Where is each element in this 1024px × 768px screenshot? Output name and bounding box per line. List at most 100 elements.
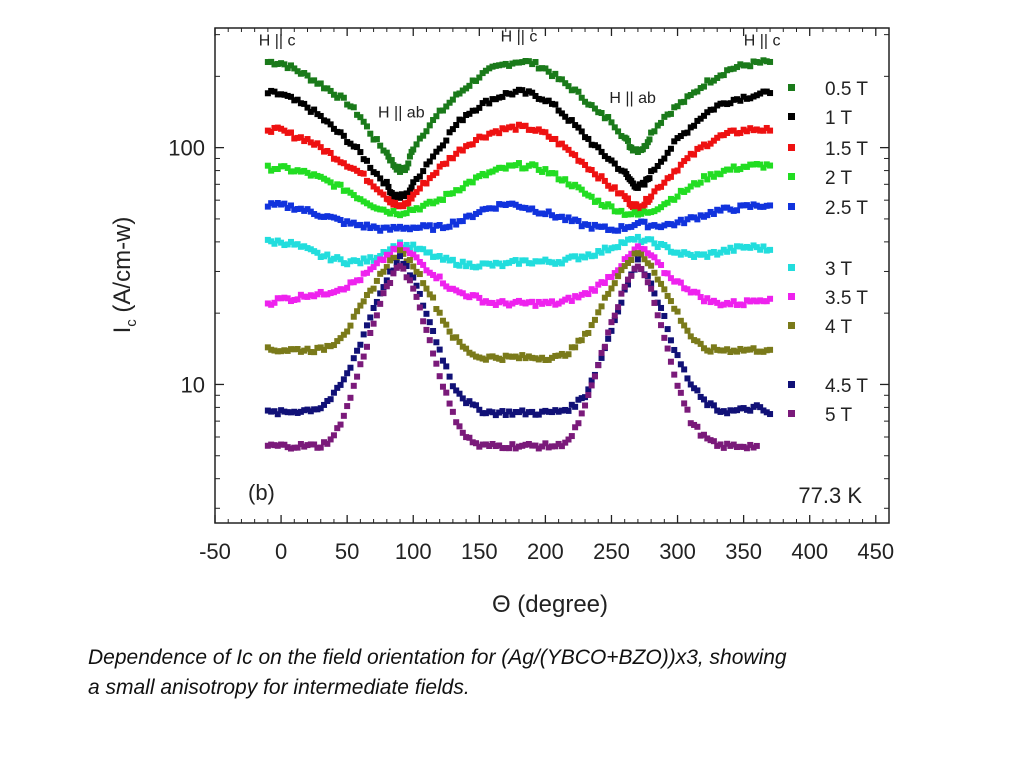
data-point [578,337,585,344]
data-point [575,337,582,344]
data-point [631,236,638,243]
data-point [436,373,443,380]
data-point [624,281,631,288]
data-point [395,163,402,170]
data-point [605,201,612,208]
data-point [700,431,707,438]
data-point [443,190,450,197]
data-point [525,260,532,267]
data-point [264,236,271,243]
data-point [704,109,711,116]
data-point [545,208,552,215]
data-point [354,167,361,174]
data-point [664,175,671,182]
data-point [595,175,602,182]
data-point [433,148,440,155]
data-point [509,300,516,307]
data-point [430,117,437,124]
data-point [565,214,572,221]
data-point [743,297,750,304]
data-point [654,223,661,230]
data-point [664,345,671,352]
data-point [691,214,698,221]
data-point [558,350,565,357]
data-point [506,445,513,452]
data-point [264,127,271,134]
data-point [403,164,410,171]
data-point [661,270,668,277]
data-point [598,223,605,230]
data-point [671,249,678,256]
data-point [347,394,354,401]
data-point [383,251,390,258]
data-point [568,433,575,440]
data-point [624,254,631,261]
data-point [545,68,552,75]
data-point [700,213,707,220]
data-point [710,344,717,351]
data-point [433,198,440,205]
data-point [297,100,304,107]
data-point [446,328,453,335]
data-point [562,296,569,303]
data-point [753,442,760,449]
data-point [529,408,536,415]
data-point [377,175,384,182]
data-point [641,201,648,208]
data-point [727,206,734,213]
data-point [638,239,645,246]
data-point [423,285,430,292]
data-point [291,135,298,142]
data-point [687,183,694,190]
data-point [648,222,655,229]
data-point [767,411,774,418]
legend-marker [788,264,795,271]
data-point [681,220,688,227]
data-point [555,176,562,183]
data-point [691,421,698,428]
data-point [747,161,754,168]
data-point [542,65,549,72]
data-point [525,440,532,447]
data-point [496,201,503,208]
data-point [724,299,731,306]
data-point [598,279,605,286]
data-point [700,141,707,148]
data-point [420,222,427,229]
data-point [307,172,314,179]
data-point [611,124,618,131]
data-point [717,347,724,354]
data-point [370,264,377,271]
data-point [661,179,668,186]
data-point [618,263,625,270]
data-point [347,189,354,196]
data-point [608,273,615,280]
data-point [539,354,546,361]
data-point [509,411,516,418]
data-point [506,302,513,309]
data-point [337,381,344,388]
data-point [496,299,503,306]
data-point [489,299,496,306]
data-point [631,246,638,253]
data-point [691,337,698,344]
data-point [717,302,724,309]
data-point [297,205,304,212]
data-point [496,442,503,449]
data-point [456,218,463,225]
data-point [763,58,770,65]
data-point [631,209,638,216]
x-tick-label: 300 [659,539,696,564]
data-point [377,142,384,149]
data-point [377,256,384,263]
data-point [555,259,562,266]
data-point [287,168,294,175]
data-point [654,276,661,283]
data-point [373,205,380,212]
data-point [605,114,612,121]
data-point [340,331,347,338]
data-point [618,290,625,297]
data-point [502,300,509,307]
data-point [664,199,671,206]
data-point [667,110,674,117]
